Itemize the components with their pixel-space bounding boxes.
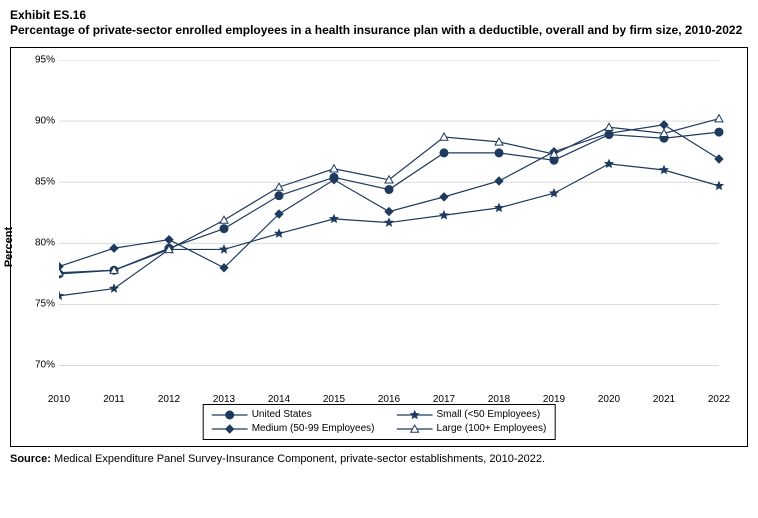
x-tick-label: 2021 (653, 394, 675, 405)
chart-title: Percentage of private-sector enrolled em… (10, 23, 748, 39)
x-tick-label: 2022 (708, 394, 730, 405)
x-tick-label: 2010 (48, 394, 70, 405)
y-axis-label: Percent (3, 226, 15, 266)
exhibit-label: Exhibit ES.16 (10, 8, 748, 22)
legend-item: United States (212, 409, 375, 421)
y-tick-label: 95% (35, 54, 55, 65)
y-tick-label: 85% (35, 176, 55, 187)
legend-swatch-circle-icon (212, 409, 248, 421)
legend-item: Small (<50 Employees) (397, 409, 547, 421)
chart-header: Exhibit ES.16 Percentage of private-sect… (0, 0, 758, 41)
x-tick-label: 2012 (158, 394, 180, 405)
plot-area: 70%75%80%85%90%95%2010201120122013201420… (59, 60, 729, 390)
x-tick-label: 2011 (103, 394, 125, 405)
y-tick-label: 75% (35, 299, 55, 310)
legend-label: United States (252, 409, 312, 420)
legend-item: Medium (50-99 Employees) (212, 423, 375, 435)
x-tick-label: 2020 (598, 394, 620, 405)
chart-svg (59, 60, 729, 390)
legend-item: Large (100+ Employees) (397, 423, 547, 435)
y-tick-label: 80% (35, 237, 55, 248)
legend-label: Medium (50-99 Employees) (252, 423, 375, 434)
legend-label: Small (<50 Employees) (437, 409, 541, 420)
legend-swatch-diamond-icon (212, 423, 248, 435)
legend-label: Large (100+ Employees) (437, 423, 547, 434)
legend: United States Small (<50 Employees) Medium… (203, 404, 556, 440)
y-tick-label: 70% (35, 360, 55, 371)
chart-container: Percent 70%75%80%85%90%95%20102011201220… (10, 47, 748, 447)
legend-swatch-triangle-icon (397, 423, 433, 435)
y-tick-label: 90% (35, 115, 55, 126)
legend-swatch-star-icon (397, 409, 433, 421)
source-label: Source: (10, 453, 51, 465)
source-line: Source: Medical Expenditure Panel Survey… (0, 447, 758, 465)
source-text: Medical Expenditure Panel Survey-Insuran… (54, 453, 545, 465)
